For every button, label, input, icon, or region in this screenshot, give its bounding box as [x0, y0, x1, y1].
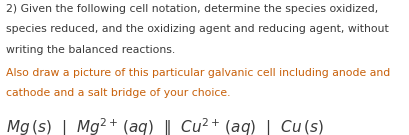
- Text: 2) Given the following cell notation, determine the species oxidized,: 2) Given the following cell notation, de…: [6, 4, 378, 14]
- Text: cathode and a salt bridge of your choice.: cathode and a salt bridge of your choice…: [6, 88, 231, 98]
- Text: Also draw a picture of this particular galvanic cell including anode and: Also draw a picture of this particular g…: [6, 68, 390, 77]
- Text: $\mathit{Mg}\,(s)\ \ |\ \ \mathit{Mg}^{2+}\,(\mathit{aq})\ \ \|\ \ \mathit{Cu}^{: $\mathit{Mg}\,(s)\ \ |\ \ \mathit{Mg}^{2…: [6, 116, 324, 135]
- Text: writing the balanced reactions.: writing the balanced reactions.: [6, 45, 175, 55]
- Text: species reduced, and the oxidizing agent and reducing agent, without: species reduced, and the oxidizing agent…: [6, 24, 389, 34]
